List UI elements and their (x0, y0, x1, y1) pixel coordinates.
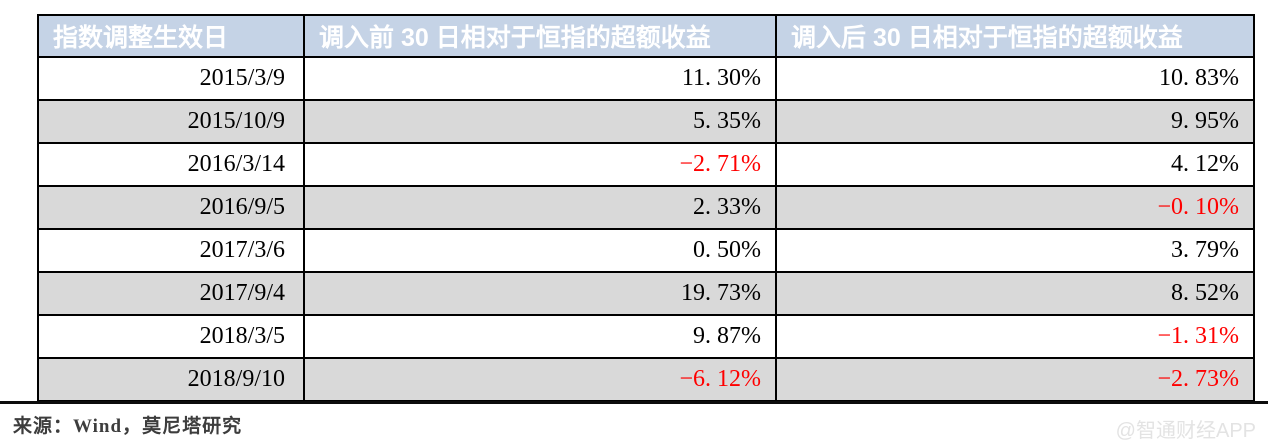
source-note: 来源：Wind，莫尼塔研究 (13, 416, 243, 437)
col-header-before-30d: 调入前 30 日相对于恒指的超额收益 (303, 14, 777, 58)
table-row: 2015/10/9 5. 35% 9. 95% (37, 99, 1255, 144)
cell-after-value: −1. 31% (775, 314, 1255, 359)
cell-before-value: 19. 73% (303, 271, 777, 316)
table-row: 2015/3/9 11. 30% 10. 83% (37, 56, 1255, 101)
excess-return-table: 指数调整生效日 调入前 30 日相对于恒指的超额收益 调入后 30 日相对于恒指… (37, 14, 1255, 402)
cell-date: 2018/3/5 (37, 314, 305, 359)
cell-before-value: 0. 50% (303, 228, 777, 273)
cell-date: 2018/9/10 (37, 357, 305, 402)
cell-after-value: 4. 12% (775, 142, 1255, 187)
cell-before-value: 11. 30% (303, 56, 777, 101)
table-row: 2018/9/10 −6. 12% −2. 73% (37, 357, 1255, 402)
table-row: 2017/3/6 0. 50% 3. 79% (37, 228, 1255, 273)
cell-date: 2017/9/4 (37, 271, 305, 316)
cell-before-value: −6. 12% (303, 357, 777, 402)
divider-line (0, 401, 1268, 404)
table-row: 2018/3/5 9. 87% −1. 31% (37, 314, 1255, 359)
table-row: 2017/9/4 19. 73% 8. 52% (37, 271, 1255, 316)
cell-before-value: −2. 71% (303, 142, 777, 187)
cell-date: 2015/3/9 (37, 56, 305, 101)
cell-after-value: 9. 95% (775, 99, 1255, 144)
cell-date: 2016/3/14 (37, 142, 305, 187)
col-header-effective-date: 指数调整生效日 (37, 14, 305, 58)
cell-date: 2015/10/9 (37, 99, 305, 144)
cell-date: 2017/3/6 (37, 228, 305, 273)
header-row: 指数调整生效日 调入前 30 日相对于恒指的超额收益 调入后 30 日相对于恒指… (37, 14, 1255, 58)
cell-after-value: −0. 10% (775, 185, 1255, 230)
watermark: @智通财经APP (1115, 420, 1256, 442)
cell-before-value: 5. 35% (303, 99, 777, 144)
cell-after-value: −2. 73% (775, 357, 1255, 402)
cell-after-value: 8. 52% (775, 271, 1255, 316)
col-header-after-30d: 调入后 30 日相对于恒指的超额收益 (775, 14, 1255, 58)
table-row: 2016/3/14 −2. 71% 4. 12% (37, 142, 1255, 187)
cell-after-value: 10. 83% (775, 56, 1255, 101)
cell-before-value: 2. 33% (303, 185, 777, 230)
cell-date: 2016/9/5 (37, 185, 305, 230)
cell-after-value: 3. 79% (775, 228, 1255, 273)
cell-before-value: 9. 87% (303, 314, 777, 359)
table-row: 2016/9/5 2. 33% −0. 10% (37, 185, 1255, 230)
